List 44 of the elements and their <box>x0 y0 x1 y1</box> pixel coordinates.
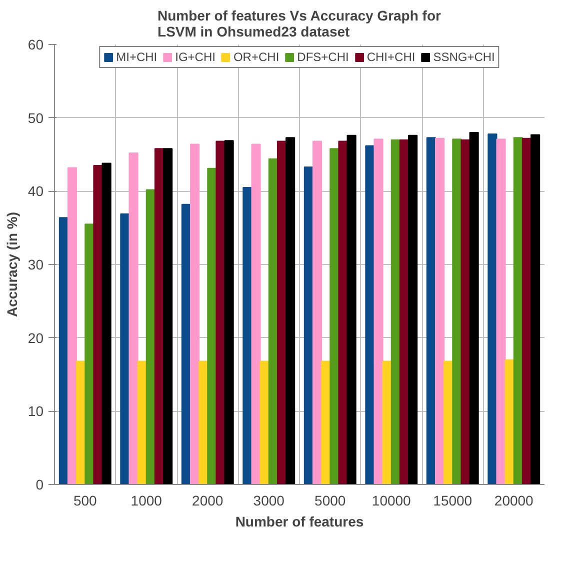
bar <box>312 140 322 484</box>
legend-label: CHI+CHI <box>366 50 416 64</box>
bar <box>93 165 103 484</box>
y-tick-label: 60 <box>28 36 44 52</box>
y-tick-label: 30 <box>28 256 44 272</box>
x-tick-label: 15000 <box>433 492 472 508</box>
bar <box>216 140 226 484</box>
x-tick-label: 3000 <box>253 492 285 508</box>
legend-label: OR+CHI <box>233 50 280 64</box>
y-tick-label: 0 <box>36 476 44 492</box>
x-tick-label: 5000 <box>314 492 346 508</box>
y-tick-label: 50 <box>28 110 44 126</box>
bar <box>224 140 234 484</box>
x-tick-label: 10000 <box>372 492 412 508</box>
bar <box>346 134 356 484</box>
bar <box>190 144 200 484</box>
bar <box>469 132 479 484</box>
bar <box>434 138 445 484</box>
y-tick-label: 40 <box>28 183 44 200</box>
bar <box>460 139 470 484</box>
x-tick-label: 20000 <box>494 492 534 508</box>
bar <box>530 134 540 484</box>
x-tick-label: 1000 <box>130 492 162 508</box>
bar <box>128 152 138 484</box>
y-axis-title: Accuracy (in %) <box>4 212 20 318</box>
bar <box>163 148 173 484</box>
bar <box>408 134 418 484</box>
x-tick-label: 500 <box>73 492 98 508</box>
y-tick-label: 20 <box>28 330 44 346</box>
x-tick-label: 2000 <box>192 492 224 508</box>
legend-label: DFS+CHI <box>297 50 349 64</box>
bar <box>496 138 506 484</box>
chart-title: Number of features Vs Accuracy Graph for LSVM in Ohsumed23 dataset <box>158 8 442 40</box>
bar <box>374 138 384 484</box>
bar <box>338 140 348 484</box>
bar <box>251 144 261 484</box>
legend-label: SSNG+CHI <box>433 50 495 64</box>
legend-label: IG+CHI <box>175 50 216 64</box>
x-axis-title: Number of features <box>235 514 364 530</box>
legend-label: MI+CHI <box>116 50 158 64</box>
y-tick-label: 10 <box>28 403 44 420</box>
bar <box>67 167 78 484</box>
bar <box>286 137 296 484</box>
bar <box>102 162 112 484</box>
